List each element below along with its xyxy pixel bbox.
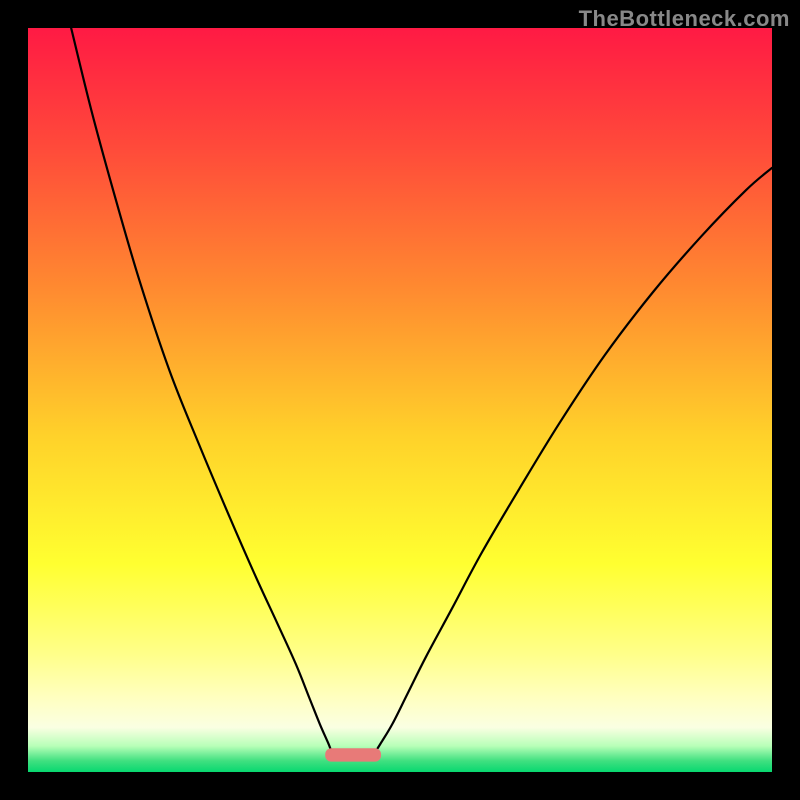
watermark-text: TheBottleneck.com bbox=[579, 6, 790, 32]
chart-container: TheBottleneck.com bbox=[0, 0, 800, 800]
valley-marker bbox=[325, 748, 381, 761]
bottleneck-chart bbox=[0, 0, 800, 800]
